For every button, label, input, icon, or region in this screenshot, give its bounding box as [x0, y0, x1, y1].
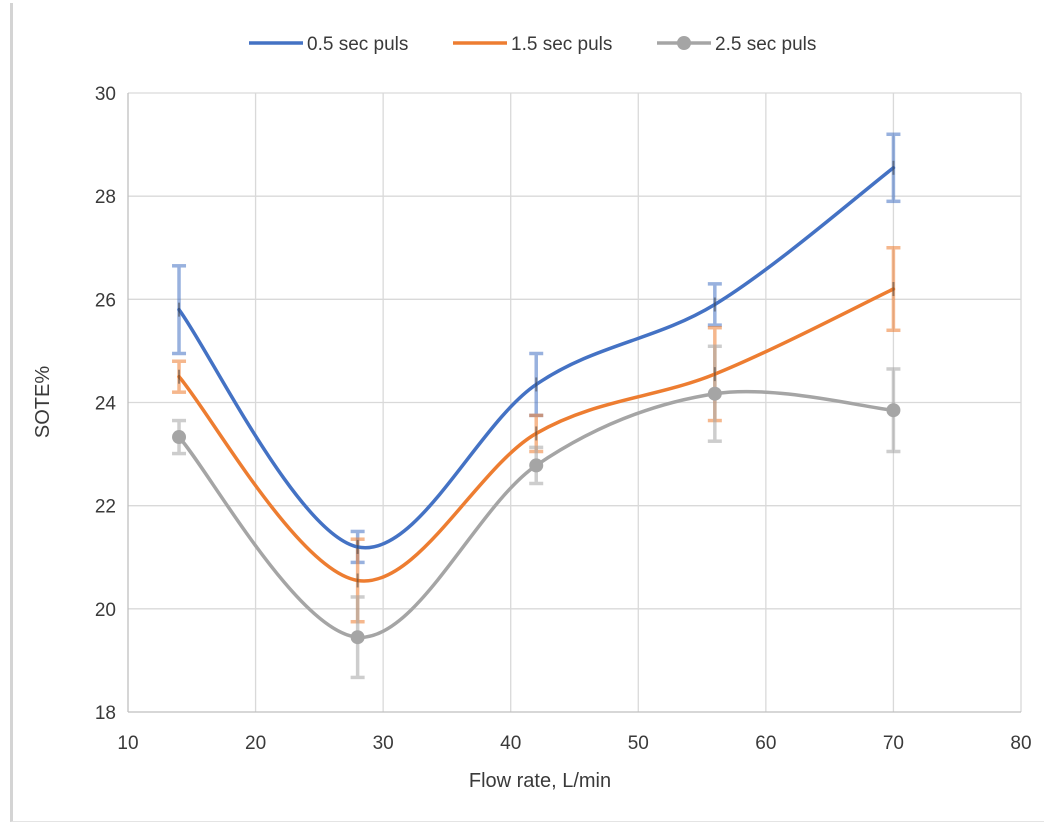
- y-tick-label: 26: [95, 290, 116, 311]
- series-line: [177, 389, 896, 639]
- x-tick-label: 70: [883, 733, 904, 754]
- legend-item: 0.5 sec puls: [249, 34, 408, 55]
- legend: 0.5 sec puls 1.5 sec puls 2.5 sec puls: [249, 34, 816, 55]
- legend-label: 2.5 sec puls: [715, 34, 816, 55]
- legend-label: 1.5 sec puls: [511, 34, 612, 55]
- y-tick-label: 28: [95, 187, 116, 208]
- y-axis-label: SOTE%: [32, 366, 54, 438]
- data-point: [172, 430, 187, 445]
- chart-frame: [10, 3, 1044, 822]
- y-tick-label: 20: [95, 600, 116, 621]
- x-tick-label: 30: [373, 733, 394, 754]
- x-tick-label: 80: [1010, 733, 1031, 754]
- legend-item: 1.5 sec puls: [453, 34, 612, 55]
- series-markers: [172, 160, 901, 645]
- x-tick-label: 20: [245, 733, 266, 754]
- x-tick-label: 40: [500, 733, 521, 754]
- y-tick-label: 18: [95, 703, 116, 724]
- tick-labels: 18 20 22 24 26 28 30 10 20 30 40 50 60 70 80: [95, 84, 1032, 754]
- legend-label: 0.5 sec puls: [307, 34, 408, 55]
- axes: [127, 93, 1021, 713]
- series-lines: [177, 166, 896, 639]
- series-line: [177, 166, 896, 550]
- series-line: [177, 287, 896, 583]
- legend-marker: [677, 36, 691, 50]
- data-point: [886, 403, 901, 418]
- gridlines: [128, 92, 1022, 712]
- y-tick-label: 30: [95, 84, 116, 105]
- y-tick-label: 22: [95, 497, 116, 518]
- x-tick-label: 50: [628, 733, 649, 754]
- data-point: [707, 386, 722, 401]
- y-tick-label: 24: [95, 394, 117, 415]
- data-point: [529, 458, 544, 473]
- error-bars: [172, 132, 901, 680]
- legend-item: 2.5 sec puls: [657, 34, 816, 55]
- x-tick-label: 10: [117, 733, 138, 754]
- x-axis-label: Flow rate, L/min: [469, 770, 611, 792]
- x-tick-label: 60: [755, 733, 776, 754]
- data-point: [350, 630, 365, 645]
